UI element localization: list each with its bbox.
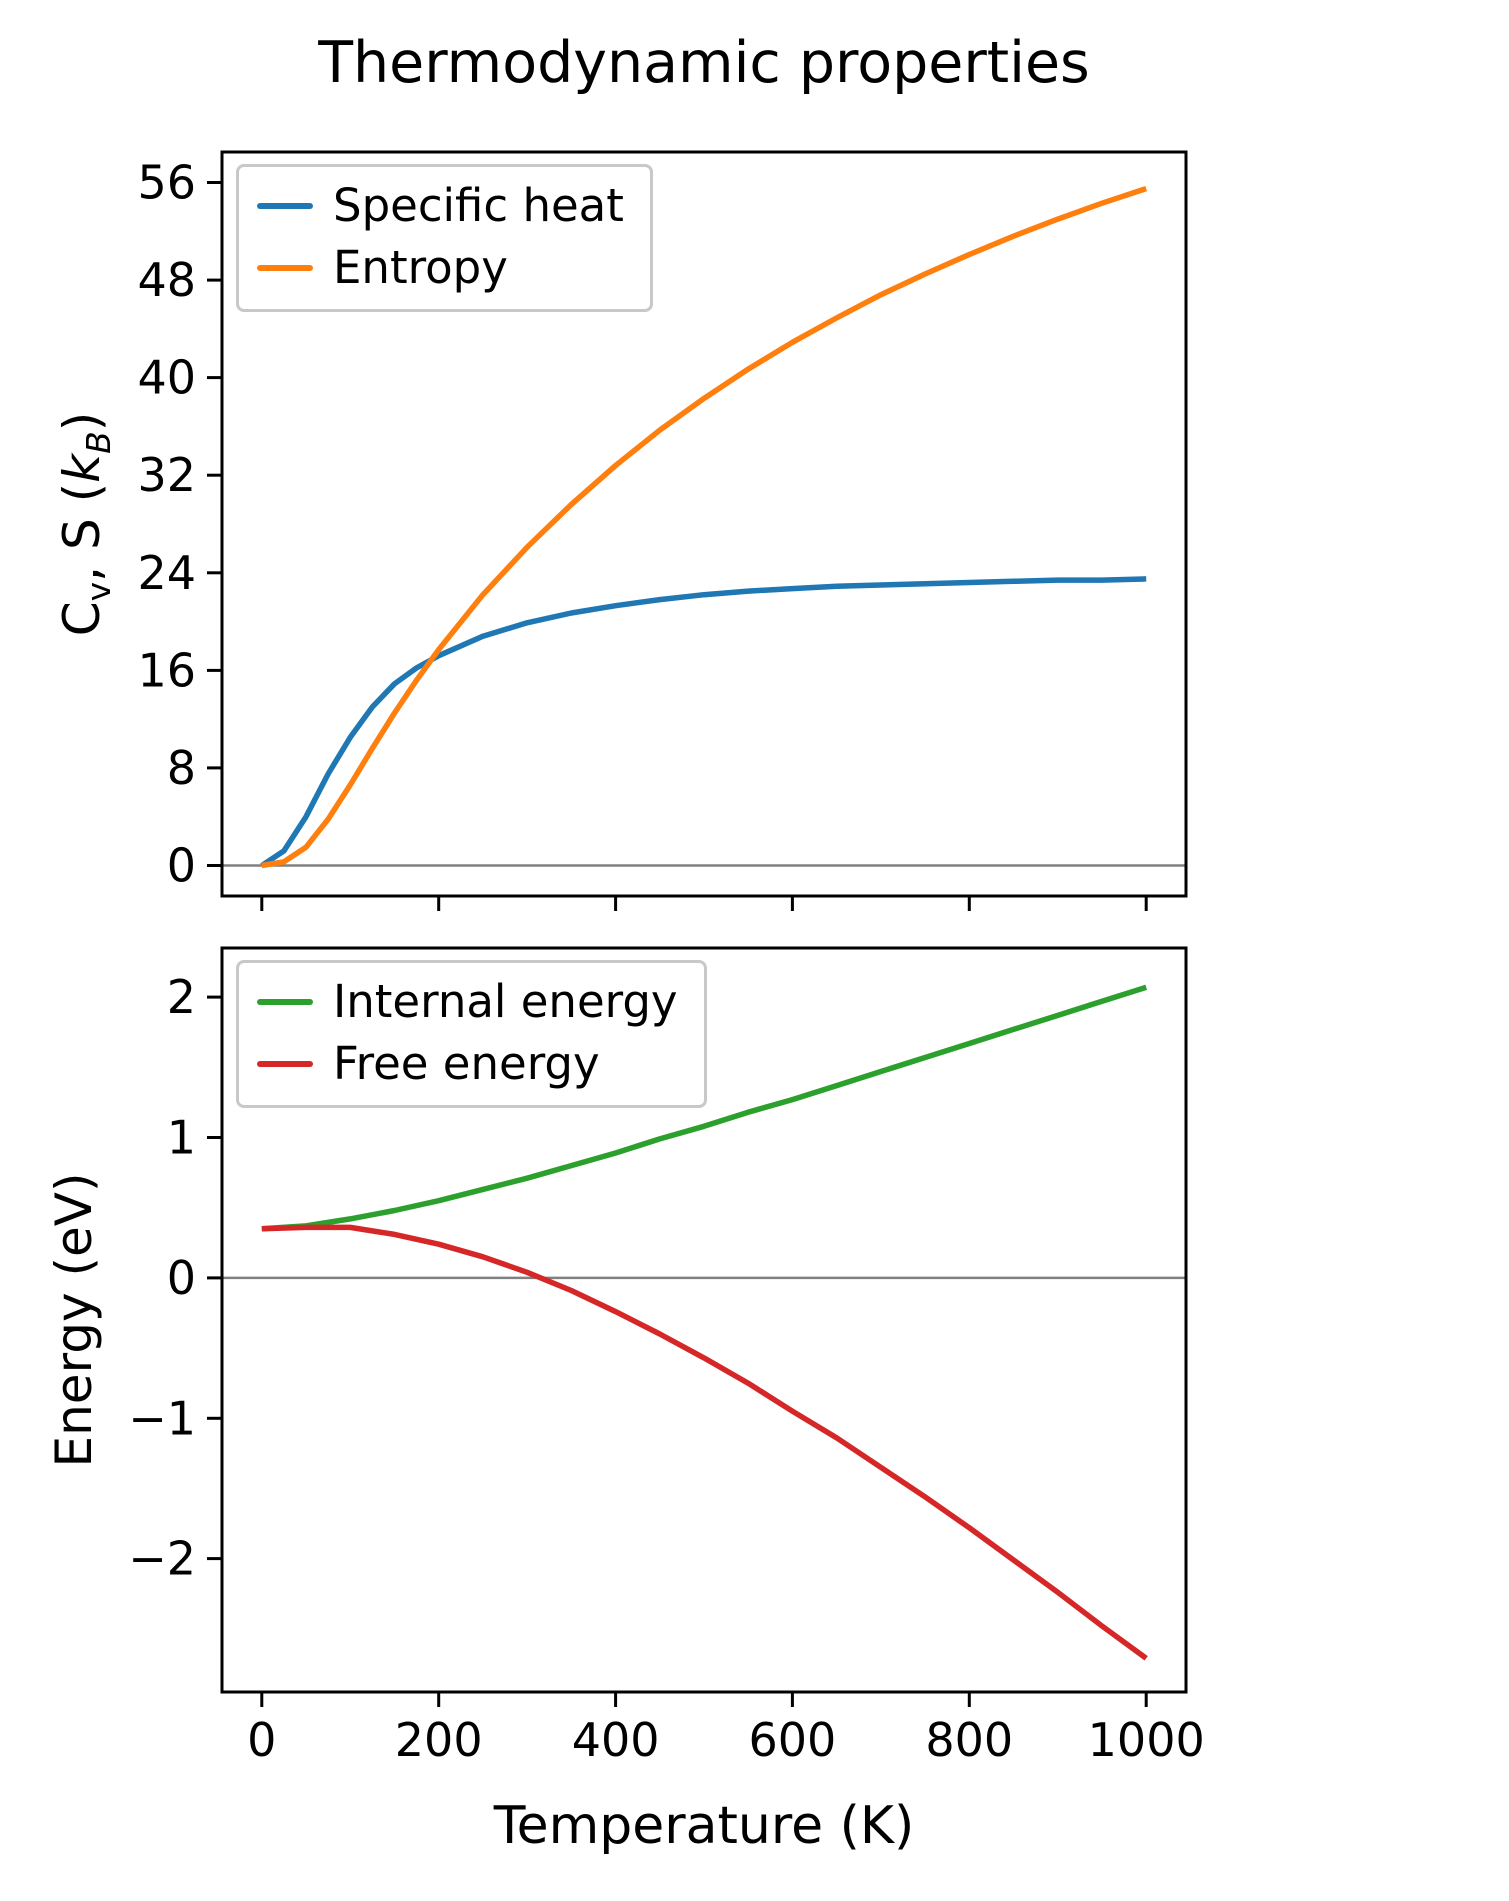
ylabel-part: ) bbox=[53, 411, 111, 432]
legend-top: Specific heat Entropy bbox=[236, 164, 653, 312]
ylabel-part: B bbox=[79, 431, 118, 454]
tick-marks bbox=[207, 995, 1148, 1707]
x-tick-label: 600 bbox=[748, 1713, 836, 1767]
y-tick-label: 8 bbox=[167, 741, 196, 795]
axes-frame bbox=[220, 150, 1188, 898]
line-internal-energy bbox=[261, 984, 1148, 1232]
y-tick-label: −2 bbox=[128, 1532, 196, 1586]
legend-label-specific-heat: Specific heat bbox=[333, 179, 624, 232]
tick-marks bbox=[207, 181, 1148, 911]
y-tick-label: 2 bbox=[167, 970, 196, 1024]
legend-swatch-internal-energy bbox=[257, 999, 313, 1005]
y-axis-label-top: Cv, S (kB) bbox=[50, 124, 118, 924]
y-tick-label: 40 bbox=[137, 351, 196, 405]
y-tick-label: 56 bbox=[137, 156, 196, 210]
legend-swatch-entropy bbox=[257, 265, 313, 271]
line-entropy bbox=[261, 185, 1148, 869]
legend-item-free-energy: Free energy bbox=[257, 1035, 678, 1093]
legend-label-free-energy: Free energy bbox=[333, 1037, 600, 1090]
y-tick-label: 0 bbox=[167, 1251, 196, 1305]
y-tick-label: 24 bbox=[137, 546, 196, 600]
page-title: Thermodynamic properties bbox=[318, 30, 1090, 96]
y-tick-label: 32 bbox=[137, 448, 196, 502]
legend-label-entropy: Entropy bbox=[333, 241, 508, 294]
legend-label-internal-energy: Internal energy bbox=[333, 975, 678, 1028]
legend-item-specific-heat: Specific heat bbox=[257, 177, 624, 235]
x-tick-label: 0 bbox=[247, 1713, 276, 1767]
subplot-bottom: 0 200 400 600 800 1000 −2 −1 0 1 2 bbox=[128, 946, 1205, 1767]
ylabel-part: , S ( bbox=[53, 482, 111, 582]
x-tick-label: 1000 bbox=[1088, 1713, 1205, 1767]
y-tick-label: −1 bbox=[128, 1391, 196, 1445]
y-tick-label: 48 bbox=[137, 253, 196, 307]
x-tick-label: 800 bbox=[925, 1713, 1013, 1767]
x-axis-label: Temperature (K) bbox=[493, 1796, 915, 1856]
y-axis-label-bottom: Energy (eV) bbox=[45, 1172, 103, 1468]
line-free-energy bbox=[261, 1224, 1148, 1661]
x-tick-label: 200 bbox=[395, 1713, 483, 1767]
line-specific-heat bbox=[260, 576, 1147, 868]
y-tick-label: 1 bbox=[167, 1111, 196, 1165]
ylabel-part: k bbox=[53, 453, 111, 483]
legend-swatch-free-energy bbox=[257, 1061, 313, 1067]
legend-bottom: Internal energy Free energy bbox=[236, 960, 707, 1108]
y-tick-label: 16 bbox=[137, 643, 196, 697]
legend-swatch-specific-heat bbox=[257, 203, 313, 209]
legend-item-entropy: Entropy bbox=[257, 239, 624, 297]
y-tick-label: 0 bbox=[167, 839, 196, 893]
legend-item-internal-energy: Internal energy bbox=[257, 973, 678, 1031]
ylabel-part: v bbox=[79, 581, 118, 602]
subplot-top: 0 8 16 24 32 40 48 56 bbox=[137, 150, 1188, 911]
axes-frame bbox=[220, 946, 1188, 1694]
ylabel-part: C bbox=[53, 601, 111, 637]
x-tick-label: 400 bbox=[572, 1713, 660, 1767]
